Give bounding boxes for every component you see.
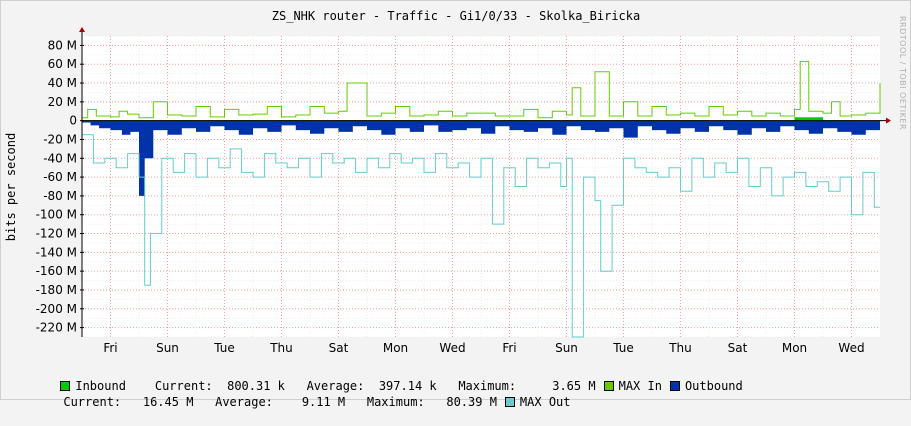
traffic-chart: ZS_NHK router - Traffic - Gi1/0/33 - Sko… — [4, 9, 907, 355]
legend-max-in-label: MAX In — [618, 379, 662, 393]
x-tick-label: Mon — [383, 341, 408, 355]
legend-inbound-average-value: 397.14 k — [378, 379, 437, 393]
y-axis-arrow-icon — [79, 27, 85, 32]
x-tick-label: Tue — [612, 341, 634, 355]
y-tick-label: 20 M — [48, 95, 77, 109]
series-max-in-line — [82, 60, 881, 119]
y-tick-label: -120 M — [36, 227, 77, 241]
y-tick-label: 60 M — [48, 57, 77, 71]
y-tick-label: 80 M — [48, 38, 77, 52]
legend-outbound-average-label: Average: — [215, 395, 273, 409]
x-tick-label: Mon — [782, 341, 807, 355]
x-axis-arrow-icon — [886, 117, 891, 124]
y-tick-labels: 80 M 60 M 40 M 20 M 0 -20 M -40 M -60 M -80 M -10… — [36, 38, 77, 334]
max-in-swatch-icon — [603, 381, 614, 391]
y-tick-label: 0 — [69, 114, 77, 128]
legend-outbound-average-value: 9.11 M — [301, 395, 346, 409]
legend-inbound-current-label: Current: — [154, 379, 213, 393]
legend-outbound-label: Outbound — [684, 379, 743, 393]
legend: Inbound Current: 800.31 k Average: 397.1… — [1, 361, 911, 409]
x-tick-label: Sun — [156, 341, 179, 355]
legend-outbound-current-value: 16.45 M — [142, 395, 194, 409]
x-tick-label: Tue — [213, 341, 235, 355]
y-tick-label: -100 M — [36, 208, 77, 222]
max-out-swatch-icon — [504, 397, 515, 407]
x-tick-label: Wed — [838, 341, 864, 355]
outbound-swatch-icon — [669, 381, 680, 391]
y-tick-label: -60 M — [43, 170, 77, 184]
legend-outbound-maximum-label: Maximum: — [366, 395, 425, 409]
y-tick-label: 40 M — [48, 76, 77, 90]
legend-inbound-average-label: Average: — [306, 379, 365, 393]
series-max-out-line — [82, 134, 880, 338]
x-tick-label: Fri — [502, 341, 516, 355]
legend-max-out-label: MAX Out — [519, 395, 571, 409]
x-tick-label: Sat — [728, 341, 748, 355]
y-tick-label: -180 M — [36, 283, 77, 297]
x-tick-label: Thu — [668, 341, 692, 355]
axes — [79, 27, 891, 337]
x-tick-label: Sun — [555, 341, 578, 355]
x-tick-label: Wed — [439, 341, 465, 355]
rrdtool-watermark: RRDTOOL / TOBI OETIKER — [898, 16, 907, 130]
series-outbound-area — [82, 120, 880, 196]
legend-row-2: Current: 16.45 M Average: 9.11 M Maximum… — [20, 378, 571, 426]
y-tick-label: -160 M — [36, 264, 77, 278]
x-tick-label: Thu — [269, 341, 293, 355]
legend-row-1: Inbound Current: 800.31 k Average: 397.1… — [6, 362, 743, 410]
x-tick-labels: Fri Sun Tue Thu Sat Mon Wed Fri Sun Tue Thu Sat Mon W… — [103, 341, 864, 355]
y-tick-label: -80 M — [43, 189, 77, 203]
legend-inbound-label: Inbound — [75, 379, 126, 393]
legend-outbound-current-label: Current: — [63, 395, 122, 409]
x-tick-label: Fri — [103, 341, 117, 355]
y-tick-label: -220 M — [36, 321, 77, 335]
inbound-swatch-icon — [60, 381, 71, 391]
legend-outbound-maximum-value: 80.39 M — [446, 395, 497, 409]
legend-inbound-maximum-value: 3.65 M — [552, 379, 596, 393]
legend-inbound-current-value: 800.31 k — [227, 379, 285, 393]
legend-inbound-maximum-label: Maximum: — [458, 379, 517, 393]
y-axis-label: bits per second — [4, 133, 18, 241]
graph-frame: ZS_NHK router - Traffic - Gi1/0/33 - Sko… — [0, 0, 911, 409]
y-tick-label: -200 M — [36, 302, 77, 316]
y-tick-label: -40 M — [43, 151, 77, 165]
y-tick-label: -20 M — [43, 132, 77, 146]
x-tick-label: Sat — [329, 341, 349, 355]
chart-title: ZS_NHK router - Traffic - Gi1/0/33 - Sko… — [272, 9, 640, 23]
y-tick-label: -140 M — [36, 245, 77, 259]
